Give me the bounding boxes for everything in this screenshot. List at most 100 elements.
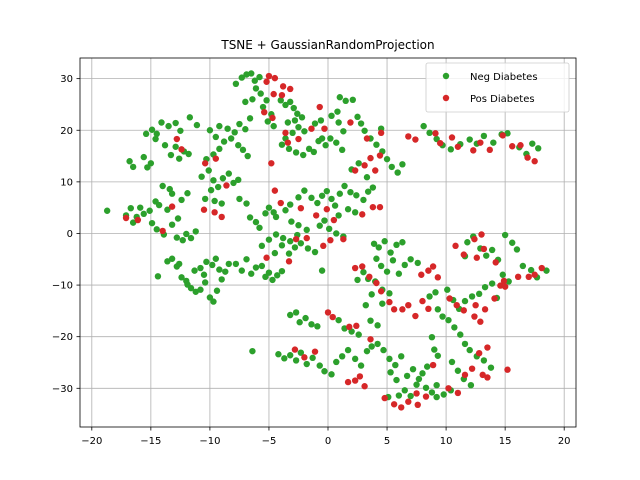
legend-marker-pos-diabetes: [442, 94, 450, 102]
data-point: [333, 139, 340, 146]
data-point: [457, 331, 464, 338]
data-point: [346, 323, 353, 331]
data-point: [140, 210, 147, 218]
data-point: [239, 146, 247, 154]
data-point: [381, 238, 388, 245]
data-point: [383, 268, 391, 275]
data-point: [200, 206, 208, 213]
data-point: [216, 266, 223, 273]
data-point: [418, 271, 425, 278]
data-point: [269, 276, 276, 284]
data-point: [367, 336, 374, 343]
data-point: [475, 350, 483, 357]
data-point: [380, 346, 387, 354]
data-point: [308, 194, 315, 202]
data-point: [328, 112, 335, 120]
data-point: [448, 358, 456, 366]
data-point: [344, 378, 352, 386]
data-point: [236, 120, 243, 128]
data-point: [398, 404, 405, 411]
data-point: [311, 120, 319, 127]
data-point: [282, 207, 289, 214]
x-axis-ticks: −20 −15 −10 −5 0 5 10 15 20: [81, 427, 571, 447]
data-point: [271, 74, 279, 82]
data-point: [477, 318, 484, 325]
data-point: [372, 167, 379, 174]
data-point: [405, 133, 412, 140]
data-point: [268, 160, 275, 167]
data-point: [222, 268, 229, 275]
data-point: [377, 129, 385, 137]
data-point: [373, 141, 380, 148]
x-tick-label: 10: [440, 436, 453, 447]
data-point: [126, 158, 133, 165]
data-point: [353, 192, 360, 199]
data-point: [519, 262, 527, 270]
data-point: [338, 353, 346, 360]
data-point: [103, 207, 111, 214]
data-point: [235, 142, 242, 149]
data-point: [272, 231, 280, 238]
y-tick-label: −20: [52, 332, 73, 343]
data-point: [154, 273, 162, 280]
data-point: [216, 122, 223, 130]
data-point: [524, 154, 531, 161]
data-point: [445, 385, 452, 392]
data-point: [439, 313, 446, 320]
data-point: [327, 236, 334, 244]
data-point: [297, 204, 305, 212]
data-point: [284, 119, 292, 126]
data-point: [414, 259, 421, 267]
legend-box: [425, 62, 570, 113]
data-point: [193, 121, 201, 129]
data-point: [271, 249, 279, 257]
data-point: [291, 244, 299, 251]
data-point: [192, 228, 199, 235]
data-point: [292, 235, 300, 243]
data-point: [311, 248, 319, 256]
data-point: [432, 289, 439, 296]
data-point: [360, 268, 367, 276]
data-point: [301, 354, 308, 361]
data-point: [291, 117, 299, 124]
data-point: [504, 366, 511, 373]
data-point: [287, 238, 294, 245]
data-point: [369, 203, 377, 211]
data-point: [318, 267, 326, 274]
data-point: [274, 272, 281, 279]
data-point: [147, 160, 155, 167]
data-point: [414, 401, 421, 409]
data-point: [201, 160, 209, 167]
data-point: [364, 188, 372, 195]
data-point: [433, 393, 440, 401]
data-point: [461, 371, 469, 379]
data-point: [303, 226, 310, 234]
data-point: [295, 135, 302, 143]
data-point: [359, 263, 366, 270]
data-point: [263, 78, 270, 85]
data-point: [168, 221, 176, 228]
data-point: [351, 209, 359, 216]
data-point: [210, 177, 217, 184]
data-point: [129, 163, 137, 171]
data-point: [373, 255, 380, 262]
data-point: [321, 125, 328, 132]
data-point: [444, 286, 451, 293]
data-point: [316, 362, 323, 369]
data-point: [122, 214, 130, 222]
data-point: [148, 219, 156, 227]
data-point: [354, 113, 361, 121]
data-point: [244, 152, 251, 160]
data-point: [447, 146, 455, 153]
data-point: [420, 122, 427, 130]
data-point: [355, 331, 362, 338]
data-point: [289, 129, 296, 137]
data-point: [335, 316, 342, 324]
data-point: [323, 206, 331, 213]
data-point: [328, 195, 335, 203]
data-point: [363, 347, 371, 355]
data-point: [500, 277, 508, 285]
data-point: [303, 360, 310, 368]
data-point: [377, 262, 385, 270]
data-point: [272, 213, 280, 221]
